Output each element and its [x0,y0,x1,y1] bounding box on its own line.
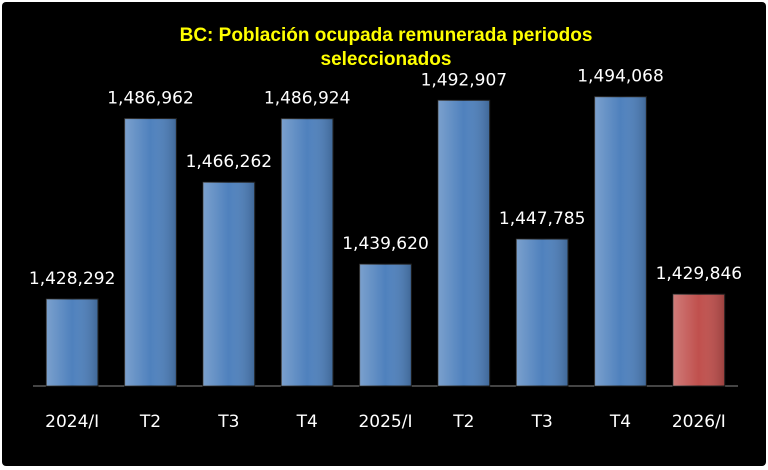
x-tick-label: 2024/I [45,412,99,432]
bar [515,238,569,387]
value-label: 1,492,907 [421,70,508,90]
value-label: 1,429,846 [656,264,743,284]
bar [280,118,334,387]
bar [594,96,647,387]
x-tick-label: T2 [452,412,474,432]
x-tick-label: 2025/I [358,412,412,432]
x-tick-label: T4 [609,412,631,432]
value-label: 1,494,068 [577,67,664,87]
chart-title: BC: Población ocupada remunerada periodo… [179,25,593,70]
x-tick-label: 2026/I [672,412,726,432]
value-label: 1,428,292 [29,269,116,289]
bar [359,263,412,387]
x-tick-label: T3 [217,412,239,432]
bar [45,298,99,387]
value-label: 1,486,924 [264,89,351,109]
value-label: 1,486,962 [107,89,194,109]
value-label: 1,439,620 [342,234,429,254]
x-tick-label: T4 [296,412,318,432]
bar [672,293,726,387]
value-label: 1,466,262 [186,152,273,172]
x-tick-label: T3 [531,412,553,432]
bar [202,181,256,387]
x-tick-label: T2 [139,412,161,432]
value-label: 1,447,785 [499,209,586,229]
bar [437,99,491,387]
bar [124,118,177,387]
